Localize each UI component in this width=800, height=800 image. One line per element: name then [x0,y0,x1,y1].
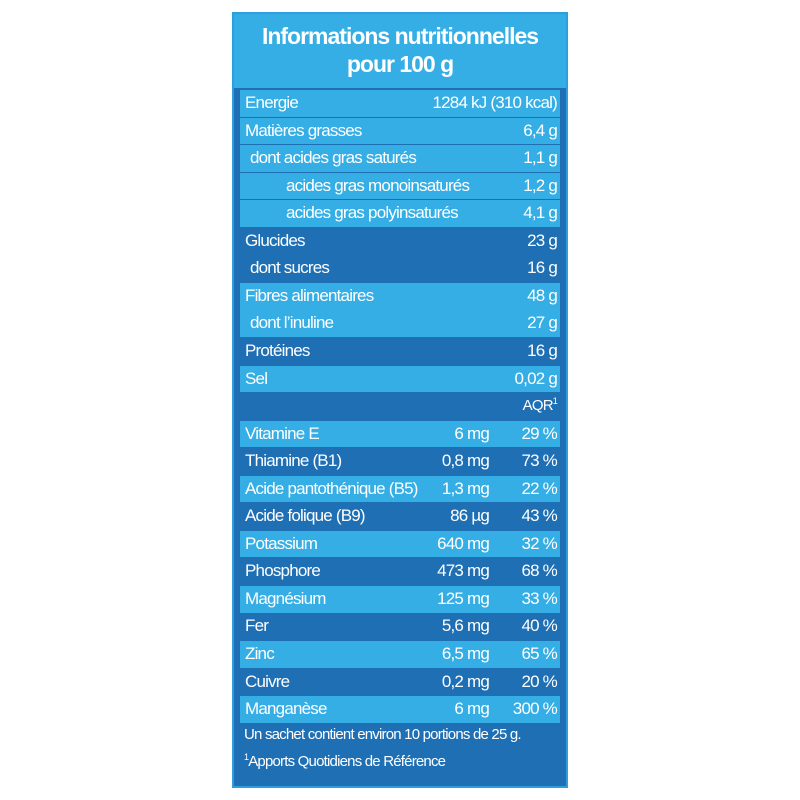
micronutrient-percent: 40 % [521,616,557,636]
title-line-1: Informations nutritionnelles [261,23,539,49]
nutrient-label: Energie [245,93,299,112]
micronutrient-label: Vitamine E [245,423,320,443]
aqr-label: AQR [522,397,554,415]
nutrition-panel: Informations nutritionnelles pour 100 g … [232,12,568,788]
row-energy: Energie 1284 kJ (310 kcal) [240,90,560,117]
row-nutrient: Matières grasses 6,4 g [240,117,560,145]
micronutrient-label: Manganèse [245,699,327,719]
micronutrient-label: Cuivre [245,671,290,691]
row-micronutrient: Vitamine E 6 mg 29 % [240,420,560,448]
nutrient-value: 0,02 g [514,368,558,388]
nutrient-label: dont l’inuline [250,313,334,333]
micronutrient-label: Potassium [245,533,318,553]
row-micronutrient: Phosphore 473 mg 68 % [240,558,560,585]
micronutrient-label: Magnésium [245,588,326,608]
micronutrient-percent: 65 % [521,644,557,663]
nutrient-label: dont acides gras saturés [250,148,417,168]
row-nutrient: Sel 0,02 g [240,365,560,393]
micronutrient-label: Fer [245,616,269,636]
micronutrient-amount: 86 µg [450,506,490,526]
nutrient-label: Protéines [245,340,310,360]
nutrient-value: 1284 kJ (310 kcal) [432,93,557,112]
row-micronutrient: Thiamine (B1) 0,8 mg 73 % [240,448,560,475]
micronutrient-label: Phosphore [245,561,321,581]
row-micronutrient: Manganèse 6 mg 300 % [240,696,560,723]
micronutrient-label: Zinc [245,644,275,663]
row-nutrient: acides gras monoinsaturés 1,2 g [240,172,560,200]
row-nutrient: dont l’inuline 27 g [240,310,560,338]
row-nutrient: Protéines 16 g [240,338,560,365]
row-micronutrient: Fer 5,6 mg 40 % [240,613,560,640]
micronutrient-amount: 125 mg [437,588,490,608]
nutrient-value: 27 g [527,313,558,333]
serving-note: Un sachet contient environ 10 portions d… [244,725,522,743]
nutrient-label: Fibres alimentaires [245,285,374,305]
micronutrient-amount: 640 mg [437,533,490,553]
nutrient-value: 6,4 g [523,120,558,140]
row-aqr-header: AQR1 [240,393,560,420]
micronutrient-amount: 473 mg [437,561,490,581]
micronutrient-percent: 20 % [521,671,557,691]
nutrient-label: acides gras polyinsaturés [286,203,459,223]
micronutrient-percent: 32 % [521,533,557,553]
nutrient-value: 1,1 g [523,148,558,168]
micronutrient-percent: 22 % [521,478,557,498]
nutrient-label: acides gras monoinsaturés [286,175,470,195]
row-nutrient: acides gras polyinsaturés 4,1 g [240,200,560,227]
nutrient-label: Matières grasses [245,120,362,140]
micronutrient-amount: 1,3 mg [441,478,490,498]
row-nutrient: dont sucres 16 g [240,255,560,282]
aqr-footnote-mark: 1 [552,396,558,407]
footnote-mark: 1 [244,751,249,762]
micronutrient-label: Thiamine (B1) [245,451,342,471]
micronutrient-percent: 33 % [521,588,557,608]
nutrient-label: Sel [245,368,268,388]
row-micronutrient: Zinc 6,5 mg 65 % [240,641,560,668]
nutrient-value: 1,2 g [523,175,558,195]
row-nutrient: Fibres alimentaires 48 g [240,282,560,310]
nutrient-value: 4,1 g [523,203,558,223]
micronutrient-amount: 6 mg [454,423,489,443]
row-micronutrient: Potassium 640 mg 32 % [240,530,560,558]
micronutrient-amount: 0,2 mg [441,671,490,691]
micronutrient-amount: 6,5 mg [441,644,490,663]
row-nutrient: Glucides 23 g [240,228,560,255]
row-nutrient: dont acides gras saturés 1,1 g [240,145,560,172]
row-micronutrient: Acide pantothénique (B5) 1,3 mg 22 % [240,475,560,503]
micronutrient-amount: 0,8 mg [441,451,490,471]
nutrient-value: 16 g [527,340,558,360]
micronutrient-percent: 43 % [521,506,557,526]
nutrition-header: Informations nutritionnelles pour 100 g [234,14,566,88]
nutrient-value: 16 g [527,258,558,278]
micronutrient-amount: 6 mg [454,699,489,719]
nutrient-value: 23 g [527,230,558,250]
micronutrient-percent: 300 % [512,699,558,719]
micronutrient-label: Acide pantothénique (B5) [245,478,418,498]
micronutrient-amount: 5,6 mg [441,616,490,636]
micronutrient-percent: 68 % [521,561,557,581]
aqr-header: AQR1 [522,396,558,415]
micronutrient-label: Acide folique (B9) [245,506,366,526]
title-line-2: pour 100 g [346,51,454,77]
micronutrient-percent: 73 % [521,451,557,471]
micronutrient-percent: 29 % [521,423,557,443]
footnote: 1Apports Quotidiens de Référence [244,751,446,770]
row-micronutrient: Acide folique (B9) 86 µg 43 % [240,503,560,530]
nutrient-label: Glucides [245,230,306,250]
nutrient-label: dont sucres [250,258,330,278]
row-micronutrient: Cuivre 0,2 mg 20 % [240,669,560,696]
footnote-text: Apports Quotidiens de Référence [248,752,446,770]
nutrient-value: 48 g [527,285,558,305]
row-micronutrient: Magnésium 125 mg 33 % [240,585,560,613]
